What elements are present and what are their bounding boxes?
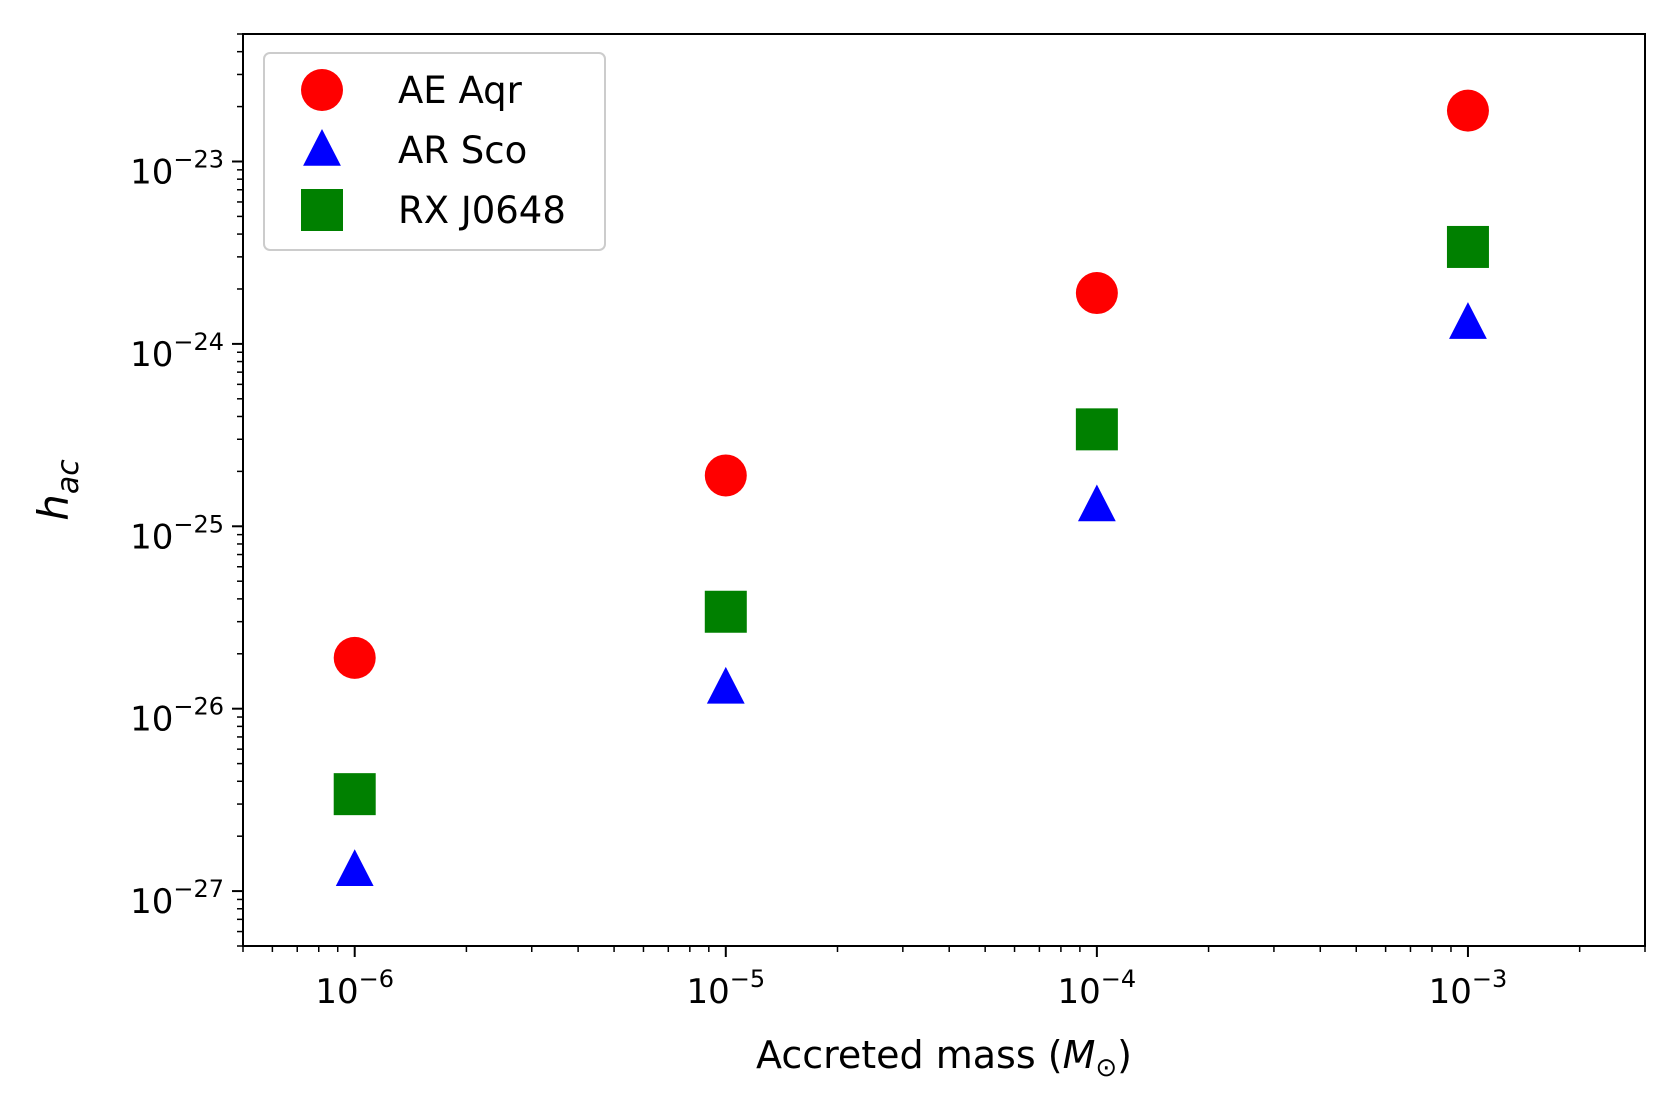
x-tick-label: 10−5 xyxy=(686,965,765,1012)
y-tick-label: 10−27 xyxy=(130,875,224,922)
legend-frame xyxy=(263,52,606,251)
rx-j0648-point xyxy=(704,590,747,633)
x-tick-label: 10−4 xyxy=(1058,965,1137,1012)
ae-aqr-point xyxy=(333,636,376,679)
major-ticks: 10−6 10−5 10−4 10−3 10−27 10−26 10−25 10−24 10−2… xyxy=(130,145,1507,1012)
legend-marker-ar-sco xyxy=(303,129,341,166)
ae-aqr-point xyxy=(1075,272,1118,315)
y-tick-label: 10−23 xyxy=(130,145,224,192)
y-tick-label: 10−25 xyxy=(130,510,224,557)
x-tick-label: 10−6 xyxy=(315,965,394,1012)
y-axis-label: hac xyxy=(29,459,86,521)
legend-label-ar-sco: AR Sco xyxy=(398,129,527,172)
ae-aqr-point xyxy=(704,454,747,497)
y-tick-label: 10−24 xyxy=(130,328,224,375)
x-tick-label: 10−3 xyxy=(1429,965,1508,1012)
legend-marker-ae-aqr xyxy=(301,69,343,111)
rx-j0648-point xyxy=(1446,225,1489,268)
plot-frame xyxy=(242,33,1646,947)
x-axis-label: Accreted mass (M⊙) xyxy=(756,1033,1132,1083)
legend-label-rx-j0648: RX J0648 xyxy=(398,189,566,232)
ar-sco-point xyxy=(1077,484,1116,522)
legend-label-ae-aqr: AE Aqr xyxy=(398,69,523,112)
rx-j0648-point xyxy=(1075,408,1118,451)
data-markers xyxy=(333,89,1489,887)
legend: AE Aqr AR Sco RX J0648 xyxy=(263,52,606,251)
legend-marker-rx-j0648 xyxy=(301,189,343,231)
ae-aqr-point xyxy=(1446,89,1489,132)
rx-j0648-point xyxy=(333,773,376,816)
ar-sco-point xyxy=(706,666,745,704)
y-tick-label: 10−26 xyxy=(130,693,224,740)
ar-sco-point xyxy=(335,849,374,887)
ar-sco-point xyxy=(1449,302,1487,339)
